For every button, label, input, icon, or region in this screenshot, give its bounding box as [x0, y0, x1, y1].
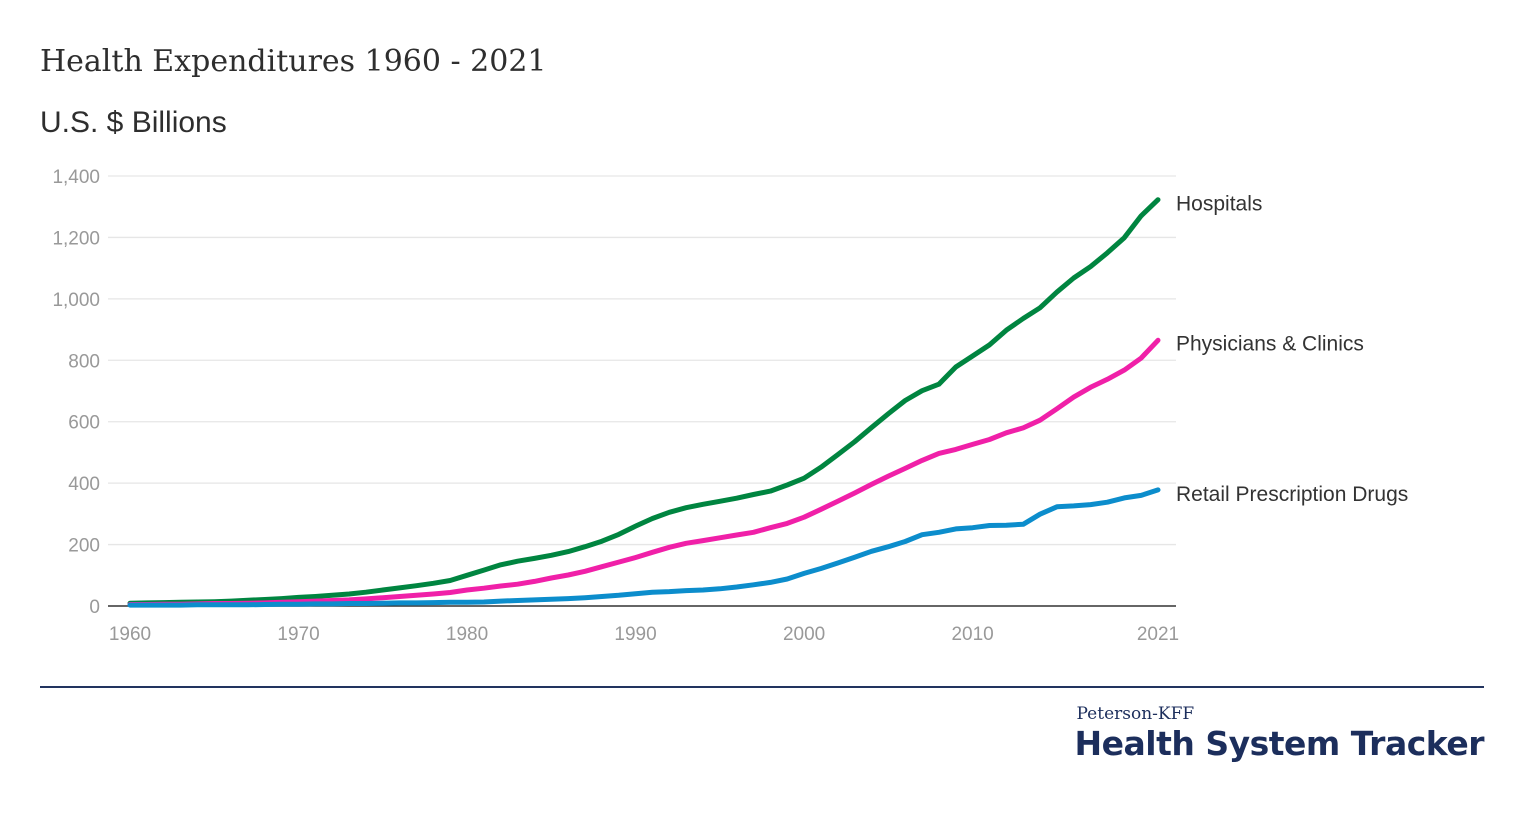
series-label-retail-prescription-drugs: Retail Prescription Drugs — [1176, 483, 1408, 506]
x-tick-label: 1980 — [446, 624, 488, 645]
y-axis-tick-labels: 0 200 400 600 800 1,000 1,200 1,400 — [52, 167, 100, 618]
y-tick-label: 1,000 — [52, 290, 100, 311]
chart-grid — [108, 175, 1176, 546]
x-tick-label: 1960 — [109, 624, 151, 645]
y-tick-label: 800 — [68, 351, 100, 372]
brand-logo-main-text: Health System Tracker — [1074, 724, 1485, 763]
x-tick-label: 2021 — [1137, 624, 1179, 645]
x-tick-label: 2010 — [951, 624, 993, 645]
y-tick-label: 600 — [68, 413, 100, 434]
chart-title: Health Expenditures 1960 - 2021 — [40, 44, 547, 79]
y-tick-label: 200 — [68, 536, 100, 557]
brand-logo-top-text: Peterson-KFF — [1076, 704, 1195, 724]
series-line-hospitals — [127, 197, 1161, 606]
series-lines — [127, 197, 1161, 608]
y-tick-label: 1,400 — [52, 167, 100, 188]
x-axis-tick-labels: 1960 1970 1980 1990 2000 2010 2021 — [109, 624, 1179, 645]
series-label-hospitals: Hospitals — [1176, 193, 1262, 216]
series-line-physicians-clinics — [127, 337, 1161, 607]
y-tick-label: 1,200 — [52, 228, 100, 249]
series-end-labels: Hospitals Physicians & Clinics Retail Pres… — [1176, 193, 1408, 506]
brand-logo: Peterson-KFF Health System Tracker — [1075, 704, 1485, 763]
series-line-retail-prescription-drugs — [127, 487, 1161, 608]
x-tick-label: 1990 — [614, 624, 656, 645]
line-chart: 0 200 400 600 800 1,000 1,200 1,400 1960 1970 198… — [52, 167, 1408, 645]
footer-divider — [40, 686, 1484, 688]
chart-subtitle: U.S. $ Billions — [40, 106, 227, 139]
x-tick-label: 2000 — [783, 624, 825, 645]
x-tick-label: 1970 — [277, 624, 319, 645]
series-label-physicians-clinics: Physicians & Clinics — [1176, 333, 1364, 356]
y-tick-label: 0 — [89, 597, 100, 618]
y-tick-label: 400 — [68, 474, 100, 495]
